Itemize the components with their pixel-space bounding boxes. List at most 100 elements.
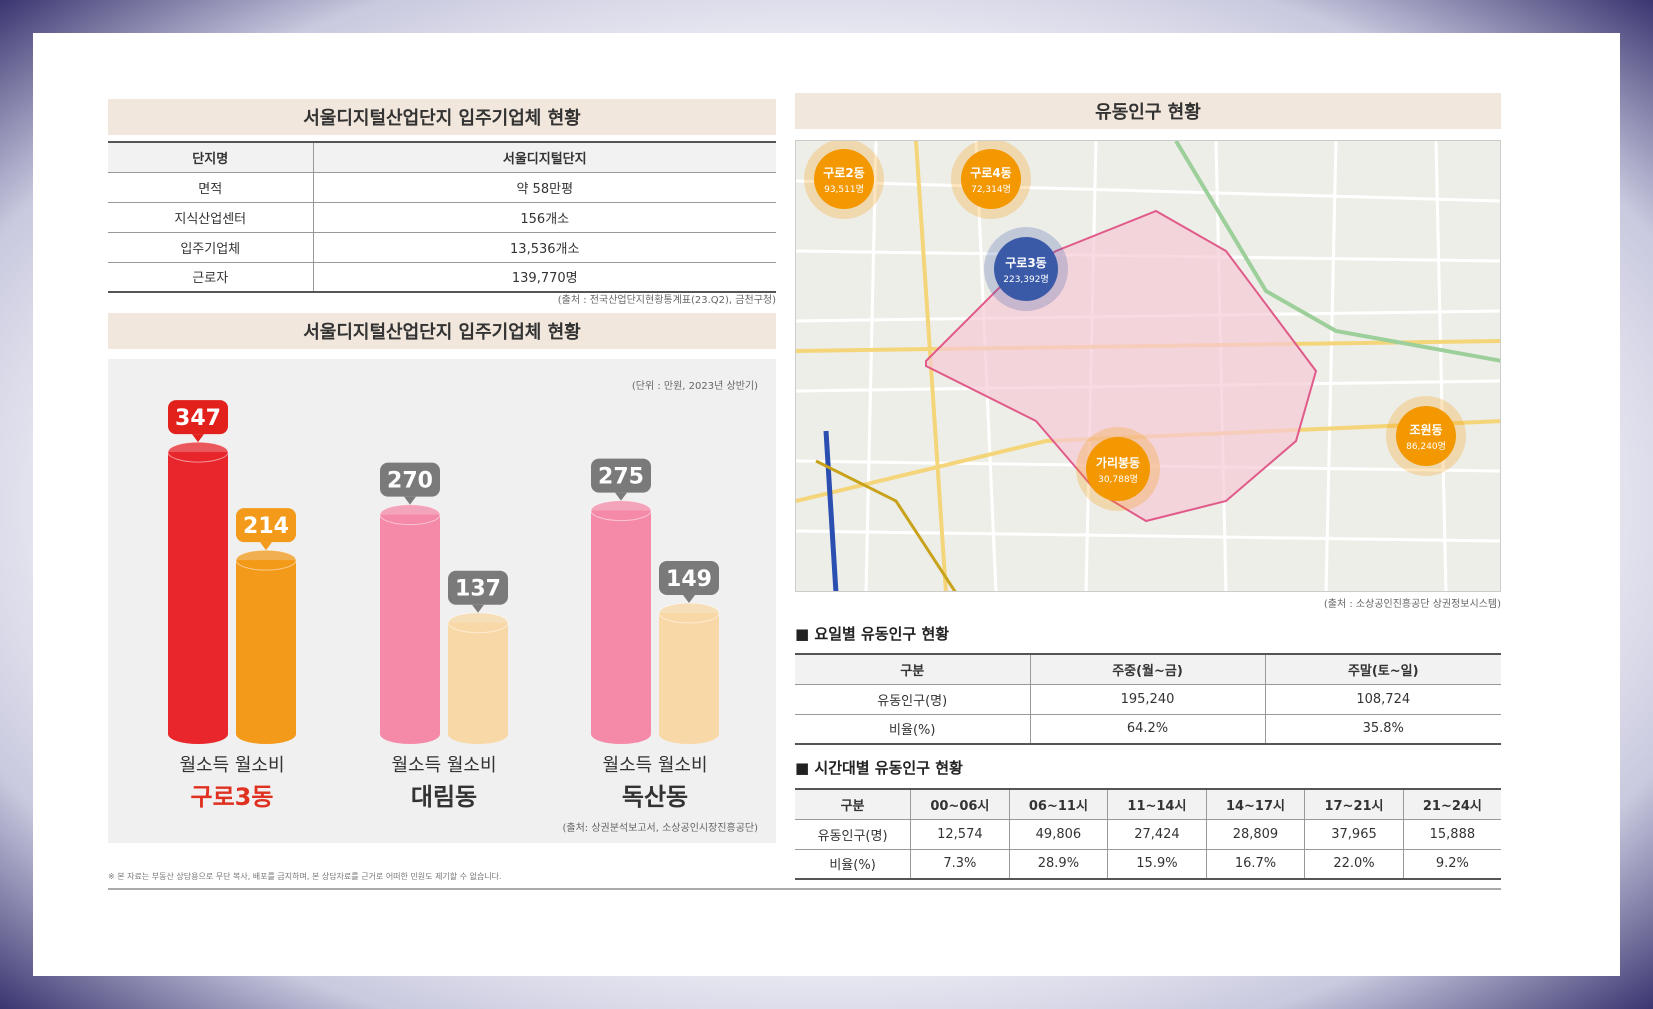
bar-spend	[236, 560, 296, 734]
value-label: 275	[598, 465, 644, 490]
table-row: 입주기업체 13,536개소	[108, 232, 776, 263]
row-value: 37,965	[1304, 819, 1404, 850]
document-sheet: 서울디지털산업단지 입주기업체 현황 단지명 서울디지털단지 면적 약 58만평…	[33, 33, 1620, 976]
company-table-title: 서울디지털산업단지 입주기업체 현황	[108, 99, 776, 135]
bubble-name: 구로3동	[1005, 256, 1046, 270]
chart-source: (출처: 상권분석보고서, 소상공인시장진흥공단)	[562, 823, 758, 834]
table-header-row: 구분 주중(월~금) 주말(토~일)	[795, 653, 1501, 685]
row-value: 28,809	[1206, 819, 1306, 850]
row-label: 입주기업체	[108, 232, 314, 263]
table-header-cell: 주말(토~일)	[1265, 653, 1501, 685]
row-value: 28.9%	[1009, 849, 1109, 880]
group-label: 월소득 월소비	[179, 755, 284, 776]
row-value: 7.3%	[910, 849, 1010, 880]
row-label: 지식산업센터	[108, 202, 314, 233]
value-label-pointer	[683, 594, 695, 603]
row-value: 156개소	[313, 202, 776, 233]
row-value: 27,424	[1107, 819, 1207, 850]
table-source: (출처 : 전국산업단지현황통계표(23.Q2), 금천구청)	[557, 295, 776, 306]
bubble-name: 구로4동	[970, 166, 1011, 180]
table-row: 비율(%) 7.3% 28.9% 15.9% 16.7% 22.0% 9.2%	[795, 849, 1501, 880]
table-header-cell: 서울디지털단지	[313, 141, 776, 173]
table-row: 근로자 139,770명	[108, 262, 776, 293]
value-label-pointer	[404, 496, 416, 505]
bubble-value: 30,788명	[1098, 474, 1138, 485]
bar-spend	[448, 622, 508, 734]
bar-bottom-cap	[236, 724, 296, 744]
day-table-heading: ■ 요일별 유동인구 현황	[795, 625, 950, 643]
population-bubble	[1396, 406, 1456, 466]
row-value: 12,574	[910, 819, 1010, 850]
bubble-name: 조원동	[1409, 423, 1442, 437]
row-value: 16.7%	[1206, 849, 1306, 880]
table-header-cell: 11~14시	[1107, 788, 1207, 820]
table-header-cell: 구분	[795, 788, 912, 820]
row-label: 유동인구(명)	[795, 819, 912, 850]
value-label-box	[591, 458, 651, 493]
row-value: 49,806	[1009, 819, 1109, 850]
value-label-box	[659, 560, 719, 595]
chart-title: 서울디지털산업단지 입주기업체 현황	[108, 313, 776, 349]
value-label-pointer	[615, 492, 627, 501]
bubble-value: 72,314명	[971, 184, 1011, 195]
table-header-cell: 21~24시	[1403, 788, 1501, 820]
row-label: 유동인구(명)	[795, 684, 1031, 715]
row-value: 13,536개소	[313, 232, 776, 263]
bar-top-cap	[235, 549, 297, 571]
row-value: 35.8%	[1265, 714, 1501, 745]
chart-unit: (단위 : 만원, 2023년 상반기)	[631, 381, 758, 392]
bar-top-cap	[447, 612, 509, 634]
population-bubble	[1086, 437, 1150, 501]
row-label: 근로자	[108, 262, 314, 293]
bubble-value: 223,392명	[1003, 274, 1049, 285]
table-row: 지식산업센터 156개소	[108, 202, 776, 233]
bubble-value: 86,240명	[1406, 441, 1446, 452]
group-label: 월소득 월소비	[391, 755, 496, 776]
bar-income	[380, 514, 440, 734]
table-row: 면적 약 58만평	[108, 172, 776, 203]
value-label-box	[448, 570, 508, 605]
row-label: 면적	[108, 172, 314, 203]
table-row: 유동인구(명) 12,574 49,806 27,424 28,809 37,9…	[795, 819, 1501, 850]
bubble-name: 구로2동	[823, 166, 864, 180]
category-label: 독산동	[622, 783, 688, 811]
bar-bottom-cap	[591, 724, 651, 744]
bar-top-cap	[658, 602, 720, 624]
table-header-row: 단지명 서울디지털단지	[108, 141, 776, 173]
bubble-value: 93,511명	[824, 184, 864, 195]
group-label: 월소득 월소비	[602, 755, 707, 776]
table-header-cell: 단지명	[108, 141, 314, 173]
bar-spend	[659, 612, 719, 734]
time-table-heading: ■ 시간대별 유동인구 현황	[795, 759, 963, 777]
value-label: 149	[666, 567, 712, 592]
value-label: 270	[387, 469, 433, 494]
row-label: 비율(%)	[795, 849, 912, 880]
table-row: 비율(%) 64.2% 35.8%	[795, 714, 1501, 745]
bar-top-cap	[379, 504, 441, 526]
value-label-pointer	[472, 604, 484, 613]
table-header-row: 구분 00~06시 06~11시 11~14시 14~17시 17~21시 21…	[795, 788, 1501, 820]
value-label: 214	[243, 514, 289, 539]
bar-bottom-cap	[380, 724, 440, 744]
row-value: 64.2%	[1030, 714, 1266, 745]
table-row: 유동인구(명) 195,240 108,724	[795, 684, 1501, 715]
bubble-name: 가리봉동	[1096, 455, 1140, 470]
value-label-box	[236, 508, 296, 543]
population-bubble	[961, 149, 1021, 209]
value-label-box	[168, 400, 228, 435]
row-value: 108,724	[1265, 684, 1501, 715]
value-label-box	[380, 462, 440, 497]
bar-bottom-cap	[659, 724, 719, 744]
bar-income	[591, 510, 651, 734]
population-bubble	[994, 237, 1058, 301]
table-header-cell: 00~06시	[910, 788, 1010, 820]
bar-income	[168, 452, 228, 734]
income-chart-panel: (단위 : 만원, 2023년 상반기) 347 214 월소득 월소비 구로3동 27…	[108, 359, 776, 843]
category-label: 구로3동	[191, 783, 274, 811]
time-population-table: 구분 00~06시 06~11시 11~14시 14~17시 17~21시 21…	[795, 788, 1501, 880]
row-value: 15.9%	[1107, 849, 1207, 880]
category-label: 대림동	[411, 783, 477, 811]
